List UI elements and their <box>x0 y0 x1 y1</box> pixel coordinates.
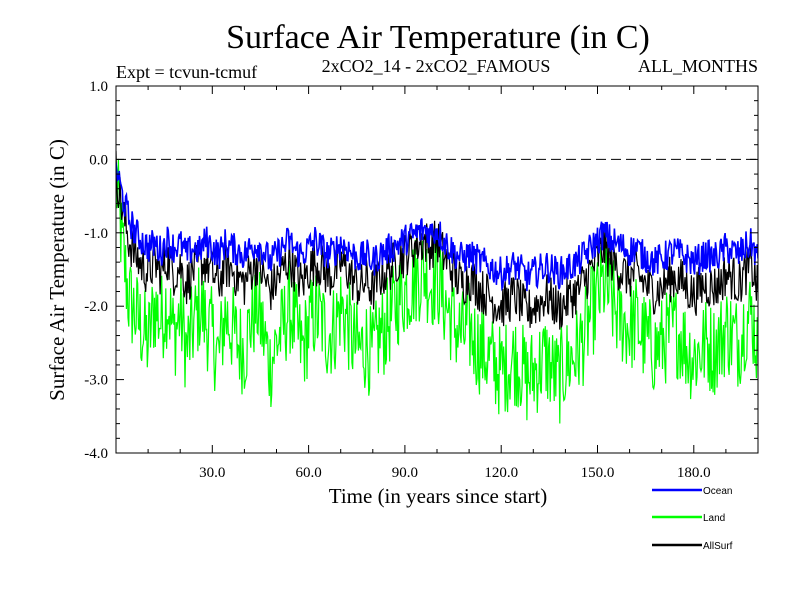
x-tick-label: 30.0 <box>199 465 225 481</box>
comparison-label: 2xCO2_14 - 2xCO2_FAMOUS <box>322 56 551 76</box>
axis-ticks: 30.0 60.0 90.0 120.0 150.0 180.0 -4.0 -3.0 -2.0 -… <box>84 79 758 481</box>
y-tick-label: -3.0 <box>84 373 108 389</box>
series-layer <box>116 150 758 424</box>
y-tick-label: 1.0 <box>89 79 108 95</box>
legend-label-allsurf: AllSurf <box>703 541 733 552</box>
y-tick-label: 0.0 <box>89 152 108 168</box>
y-tick-label: -2.0 <box>84 299 108 315</box>
legend-label-land: Land <box>703 513 725 524</box>
series-line-ocean <box>116 162 758 292</box>
legend-label-ocean: Ocean <box>703 486 732 497</box>
x-axis-label: Time (in years since start) <box>329 484 548 508</box>
x-tick-label: 180.0 <box>677 465 711 481</box>
y-axis-label: Surface Air Temperature (in C) <box>45 139 69 401</box>
legend: Ocean Land AllSurf <box>652 486 733 552</box>
x-tick-label: 120.0 <box>484 465 518 481</box>
x-tick-label: 60.0 <box>295 465 321 481</box>
y-tick-label: -4.0 <box>84 446 108 462</box>
chart-title: Surface Air Temperature (in C) <box>226 19 650 56</box>
x-tick-label: 150.0 <box>581 465 615 481</box>
y-tick-label: -1.0 <box>84 226 108 242</box>
experiment-label: Expt = tcvun-tcmuf <box>116 62 257 82</box>
x-tick-label: 90.0 <box>392 465 418 481</box>
months-label: ALL_MONTHS <box>638 56 758 76</box>
